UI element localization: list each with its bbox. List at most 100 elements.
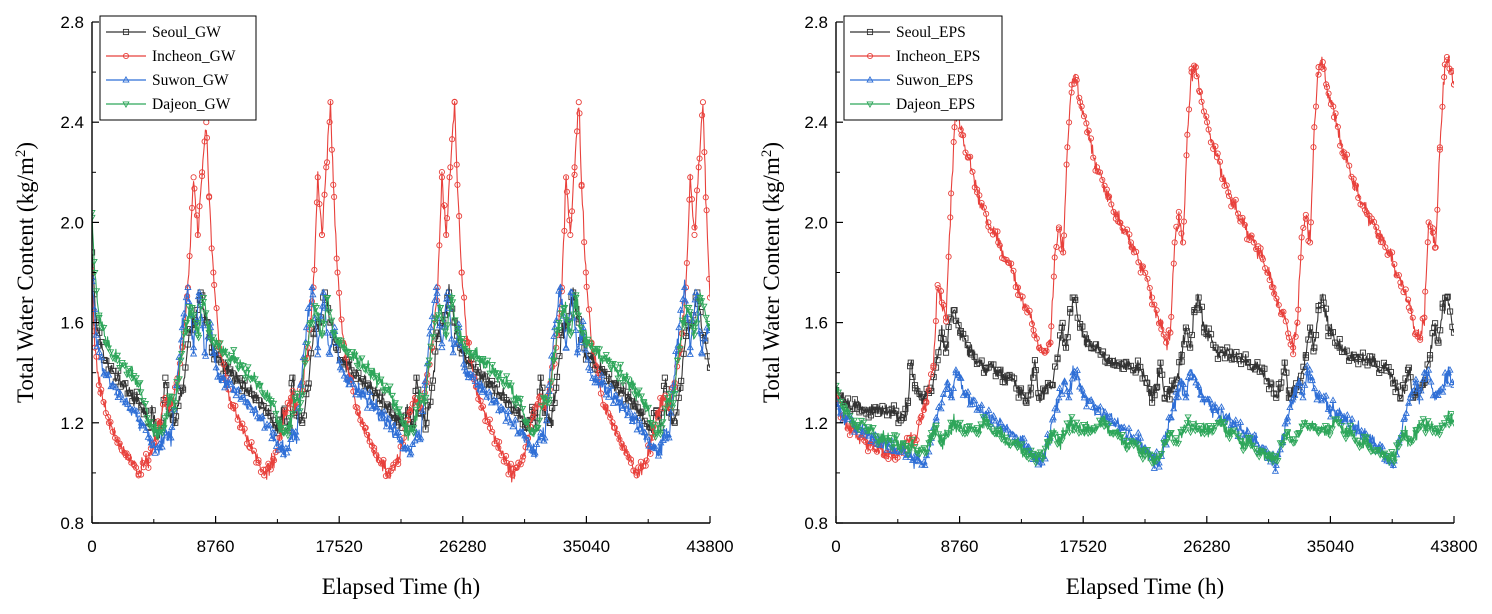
data-point-sample [323, 328, 332, 336]
data-point [1047, 339, 1054, 346]
data-point-sample [251, 376, 259, 383]
data-point-sample [1006, 442, 1015, 450]
data-point-sample [1065, 429, 1074, 437]
data-point-sample [1389, 249, 1396, 256]
data-point-sample [434, 336, 441, 343]
data-point [1228, 354, 1235, 361]
data-point-sample [520, 453, 527, 460]
x-tick-label: 35040 [1307, 537, 1354, 556]
data-point-sample [1128, 244, 1135, 251]
data-point [1294, 319, 1301, 326]
data-point [932, 425, 940, 432]
data-point-sample [265, 396, 273, 404]
series-markers [836, 382, 1454, 467]
data-point-sample [1383, 453, 1391, 460]
legend-label: Incheon_GW [152, 48, 236, 65]
data-point-sample [180, 309, 188, 317]
y-axis-title-tail: ) [13, 142, 38, 150]
data-point-sample [422, 394, 430, 402]
data-point-sample [607, 382, 615, 389]
data-point [139, 459, 146, 466]
data-point-sample [1375, 233, 1382, 240]
data-point-sample [654, 414, 661, 421]
data-point-sample [191, 185, 198, 192]
data-point-sample [533, 425, 541, 432]
data-point-sample [567, 329, 575, 337]
data-point-sample [208, 245, 215, 252]
data-point-sample [576, 110, 583, 117]
data-point-sample [836, 408, 845, 416]
data-point-sample [241, 375, 250, 382]
data-point-sample [116, 440, 123, 447]
data-point-sample [1080, 113, 1088, 120]
data-point-sample [405, 428, 413, 436]
data-point-sample [450, 340, 458, 347]
series-markers [92, 98, 710, 480]
data-point [113, 388, 122, 396]
data-point [178, 323, 186, 331]
data-point-sample [1446, 366, 1454, 373]
data-point-sample [182, 329, 191, 336]
data-point-sample [1170, 439, 1178, 447]
data-point [1416, 393, 1424, 401]
data-point-sample [1225, 192, 1233, 200]
data-point-sample [937, 288, 945, 295]
data-point-sample [483, 393, 491, 400]
data-point-sample [327, 319, 334, 326]
data-point-sample [362, 363, 371, 371]
data-point-sample [267, 466, 274, 473]
x-tick-label: 8760 [197, 537, 235, 556]
data-point-sample [1288, 395, 1296, 403]
data-point-sample [562, 344, 570, 351]
data-point-sample [272, 442, 281, 449]
data-point-sample [476, 384, 484, 392]
data-point-sample [479, 355, 487, 363]
data-point-sample [909, 373, 916, 381]
data-point-sample [1208, 400, 1216, 407]
data-point-sample [135, 471, 142, 478]
data-point-sample [1188, 331, 1195, 339]
data-point-sample [1068, 374, 1076, 382]
data-point-sample [1221, 420, 1229, 428]
data-point-sample [1250, 431, 1259, 438]
data-point-sample [1130, 249, 1137, 256]
data-point-sample [1310, 424, 1318, 431]
data-point [571, 164, 578, 171]
y-tick-label: 2.4 [804, 113, 828, 132]
data-point-sample [1324, 426, 1332, 434]
data-point-sample [216, 372, 224, 379]
data-point-sample [1048, 415, 1057, 423]
data-point-sample [213, 305, 220, 312]
data-point [92, 269, 99, 277]
data-point-sample [1071, 367, 1079, 375]
data-point-sample [458, 269, 465, 276]
data-point [503, 459, 510, 466]
data-point-sample [616, 398, 625, 406]
data-point-sample [675, 394, 682, 401]
data-point-sample [1295, 430, 1304, 437]
data-point [297, 400, 305, 407]
data-point-sample [1011, 441, 1019, 448]
data-point-sample [158, 430, 166, 437]
data-point [454, 181, 461, 188]
data-point-sample [232, 391, 240, 399]
data-point-sample [460, 359, 468, 367]
data-point-sample [1348, 415, 1356, 422]
data-point-sample [962, 149, 969, 156]
data-point-sample [300, 412, 307, 419]
data-point-sample [1058, 246, 1065, 253]
data-point-sample [105, 413, 112, 421]
data-point [297, 381, 305, 388]
data-point-sample [1232, 416, 1240, 423]
x-tick-label: 0 [87, 537, 96, 556]
data-point-sample [907, 363, 914, 370]
legend-swatch-marker [866, 52, 874, 60]
data-point-sample [1417, 336, 1424, 343]
data-point-sample [962, 388, 970, 396]
data-point-sample [1409, 387, 1418, 394]
legend-box [843, 15, 1003, 121]
data-point-sample [1068, 414, 1076, 421]
data-point [926, 435, 935, 442]
data-point-sample [1271, 467, 1280, 474]
data-point-sample [111, 356, 119, 363]
